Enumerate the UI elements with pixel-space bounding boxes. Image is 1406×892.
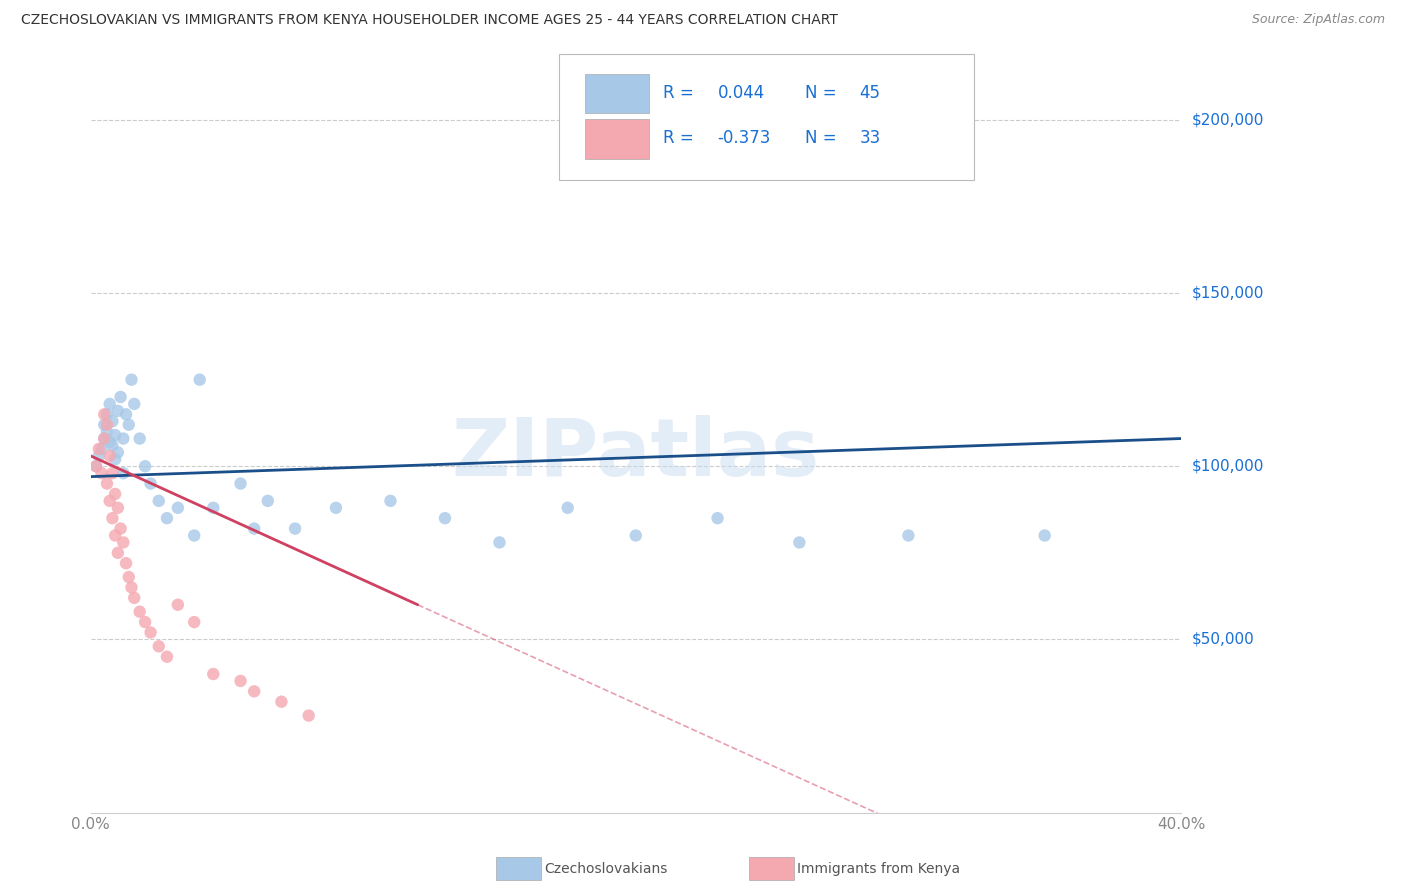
Point <box>104 528 127 542</box>
Point <box>87 442 110 456</box>
Text: R =: R = <box>664 129 693 147</box>
Point <box>139 625 162 640</box>
Point <box>84 459 107 474</box>
Point <box>183 615 205 629</box>
Point <box>93 432 115 446</box>
Point <box>128 605 150 619</box>
Point <box>112 535 135 549</box>
Point <box>256 494 278 508</box>
Point <box>298 708 321 723</box>
Point <box>243 522 266 536</box>
Point <box>118 417 141 432</box>
Point <box>166 500 188 515</box>
Text: Immigrants from Kenya: Immigrants from Kenya <box>797 862 960 876</box>
Point <box>98 449 121 463</box>
FancyBboxPatch shape <box>560 54 974 180</box>
Point <box>121 581 143 595</box>
Point <box>96 425 118 439</box>
Point <box>90 442 112 456</box>
Text: 0.044: 0.044 <box>717 84 765 102</box>
Point <box>325 500 347 515</box>
Point <box>148 494 170 508</box>
Point <box>98 494 121 508</box>
Point <box>122 397 145 411</box>
Point <box>115 407 138 421</box>
Text: -0.373: -0.373 <box>717 129 770 147</box>
Point <box>188 373 211 387</box>
Point <box>93 432 115 446</box>
Point <box>1033 528 1056 542</box>
Point <box>110 522 132 536</box>
Point <box>98 435 121 450</box>
Point <box>897 528 920 542</box>
Point <box>557 500 579 515</box>
Point <box>433 511 456 525</box>
Text: N =: N = <box>804 129 837 147</box>
Text: $50,000: $50,000 <box>1192 632 1254 647</box>
Point <box>148 640 170 654</box>
Text: R =: R = <box>664 84 693 102</box>
Text: CZECHOSLOVAKIAN VS IMMIGRANTS FROM KENYA HOUSEHOLDER INCOME AGES 25 - 44 YEARS C: CZECHOSLOVAKIAN VS IMMIGRANTS FROM KENYA… <box>21 13 838 28</box>
Point <box>118 570 141 584</box>
Point <box>110 390 132 404</box>
Point <box>202 667 225 681</box>
FancyBboxPatch shape <box>585 73 650 113</box>
Point <box>183 528 205 542</box>
Text: $150,000: $150,000 <box>1192 285 1264 301</box>
Point <box>107 445 129 459</box>
Point <box>104 428 127 442</box>
Point <box>104 487 127 501</box>
Point <box>101 466 124 480</box>
Text: ZIPatlas: ZIPatlas <box>451 416 820 493</box>
Point <box>243 684 266 698</box>
Point <box>101 511 124 525</box>
Text: 45: 45 <box>859 84 880 102</box>
Text: N =: N = <box>804 84 837 102</box>
Point <box>87 449 110 463</box>
Point <box>624 528 647 542</box>
Text: Czechoslovakians: Czechoslovakians <box>544 862 668 876</box>
Point <box>96 407 118 421</box>
Point <box>122 591 145 605</box>
Point <box>96 417 118 432</box>
Point <box>115 556 138 570</box>
Point <box>270 695 292 709</box>
Point <box>93 407 115 421</box>
Point <box>284 522 307 536</box>
Point <box>121 373 143 387</box>
Point <box>112 466 135 480</box>
Point <box>706 511 728 525</box>
Point <box>98 397 121 411</box>
Text: 33: 33 <box>859 129 880 147</box>
Point <box>156 511 179 525</box>
Point <box>107 500 129 515</box>
Text: $200,000: $200,000 <box>1192 112 1264 128</box>
Point <box>84 459 107 474</box>
Point <box>229 673 252 688</box>
Point <box>488 535 510 549</box>
Point <box>101 438 124 452</box>
Point <box>202 500 225 515</box>
Text: Source: ZipAtlas.com: Source: ZipAtlas.com <box>1251 13 1385 27</box>
Point <box>93 417 115 432</box>
FancyBboxPatch shape <box>585 120 650 159</box>
Point <box>101 414 124 428</box>
Text: $100,000: $100,000 <box>1192 458 1264 474</box>
Point <box>229 476 252 491</box>
Point <box>107 404 129 418</box>
Point <box>134 615 156 629</box>
Point <box>166 598 188 612</box>
Point <box>107 546 129 560</box>
Point <box>134 459 156 474</box>
Point <box>96 476 118 491</box>
Point <box>112 432 135 446</box>
Point <box>139 476 162 491</box>
Point <box>104 452 127 467</box>
Point <box>789 535 811 549</box>
Point <box>90 466 112 480</box>
Point <box>128 432 150 446</box>
Point <box>380 494 402 508</box>
Point <box>156 649 179 664</box>
